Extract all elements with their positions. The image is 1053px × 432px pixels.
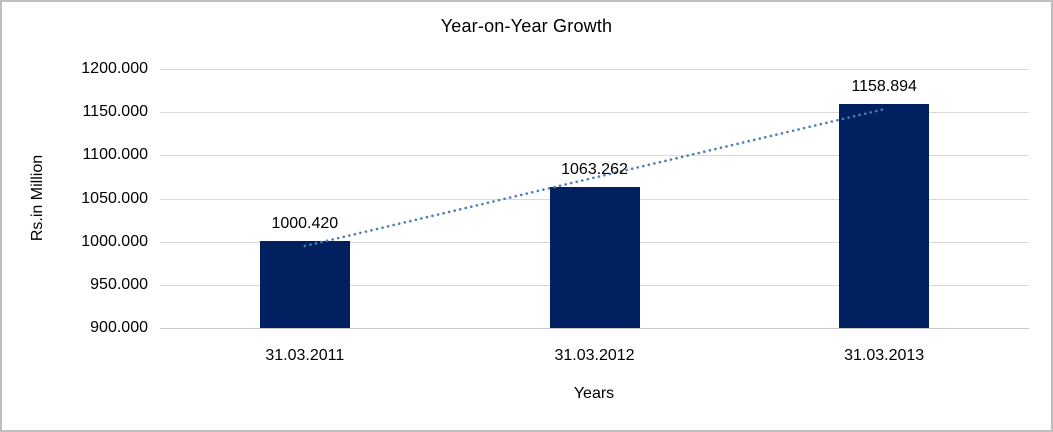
y-tick-label: 1100.000	[82, 146, 148, 164]
bar	[549, 187, 640, 328]
bar-value-label: 1000.420	[271, 215, 339, 233]
bar	[839, 104, 930, 328]
y-tick-label: 1200.000	[81, 60, 148, 77]
chart-title: Year-on-Year Growth	[440, 16, 613, 36]
bar-value-label: 1158.894	[851, 78, 917, 96]
y-tick-label: 1000.000	[81, 232, 148, 250]
x-axis-title: Years	[573, 385, 615, 402]
gridline	[160, 69, 1029, 70]
y-tick-label: 950.000	[90, 275, 148, 293]
x-tick-label: 31.03.2011	[265, 347, 345, 364]
y-tick-label: 1050.000	[81, 189, 148, 207]
bar	[259, 241, 350, 328]
y-tick-label: 1150.000	[82, 103, 148, 121]
y-tick-label: 900.000	[90, 319, 148, 336]
gridline	[160, 328, 1029, 329]
x-tick-label: 31.03.2012	[554, 347, 635, 364]
x-tick-label: 31.03.2013	[844, 347, 925, 364]
bar-value-label: 1063.262	[561, 161, 628, 179]
plot-area	[160, 69, 1029, 329]
